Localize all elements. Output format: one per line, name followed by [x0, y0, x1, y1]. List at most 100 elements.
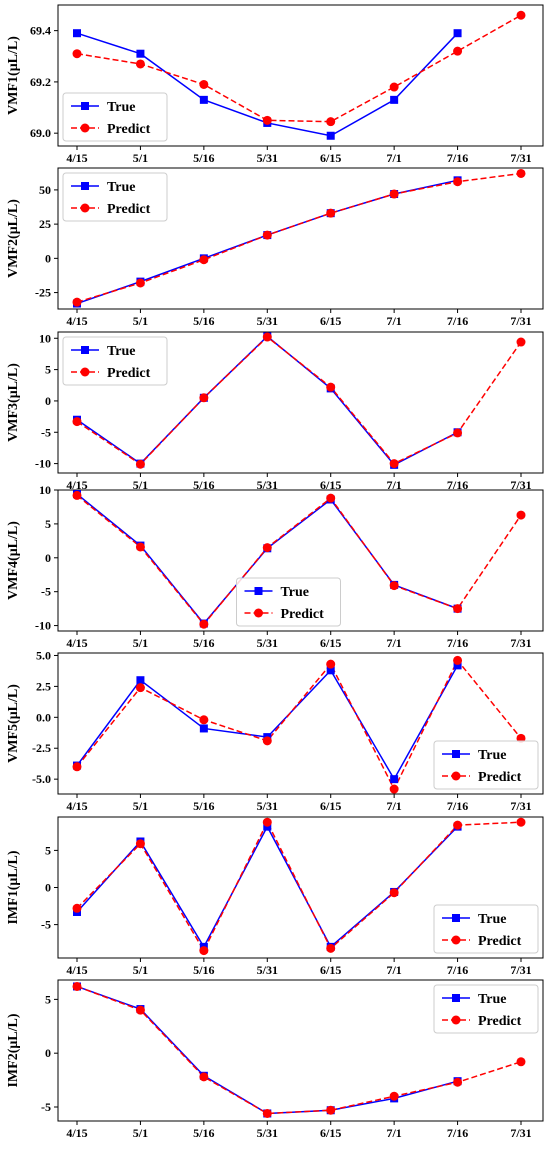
legend-label: Predict — [478, 934, 522, 949]
marker-circle — [135, 459, 145, 469]
y-tick-label: 2.5 — [36, 679, 51, 693]
panel: -10 -5 0 5 10 4/15 5/1 5/16 5/31 6/15 7/1 7/16 7/31 V… — [6, 483, 544, 650]
series-line — [76, 14, 522, 123]
legend-marker — [81, 182, 89, 190]
x-tick-label: 7/31 — [510, 1126, 531, 1140]
x-tick-label: 7/1 — [386, 636, 401, 650]
x-tick-label: 5/16 — [193, 478, 214, 492]
x-tick-label: 7/1 — [386, 963, 401, 977]
marker-circle — [262, 817, 272, 827]
legend-marker — [451, 935, 461, 945]
legend: True Predict — [433, 984, 539, 1034]
y-tick-label: -2.5 — [32, 741, 51, 755]
x-tick-label: 7/16 — [447, 636, 468, 650]
marker-circle — [262, 736, 272, 746]
marker-circle — [516, 10, 526, 20]
legend-marker — [452, 994, 460, 1002]
x-tick-label: 7/16 — [447, 314, 468, 328]
x-tick-label: 7/16 — [447, 799, 468, 813]
marker-square — [199, 95, 208, 104]
x-tick-label: 5/16 — [193, 636, 214, 650]
x-tick-label: 4/15 — [66, 314, 87, 328]
legend-label: True — [478, 992, 507, 1007]
series-line — [76, 985, 458, 1115]
x-tick-label: 6/15 — [320, 151, 341, 165]
y-axis-label: VMF4(μL/L) — [6, 521, 21, 600]
marker-circle — [135, 542, 145, 552]
panel: -5 0 5 4/15 5/1 5/16 5/31 6/15 7/1 7/16 7/31 IMF1(μ… — [6, 816, 544, 977]
legend-label: Predict — [107, 202, 151, 217]
marker-circle — [516, 817, 526, 827]
legend-marker — [254, 587, 263, 595]
x-tick-label: 6/15 — [320, 478, 341, 492]
legend-label: Predict — [478, 770, 522, 785]
x-tick-label: 5/1 — [133, 151, 148, 165]
x-tick-label: 4/15 — [66, 1126, 87, 1140]
legend-marker — [81, 102, 89, 110]
y-tick-label: -5 — [41, 585, 51, 599]
x-tick-label: 4/15 — [66, 963, 87, 977]
marker-circle — [326, 117, 336, 127]
marker-circle — [453, 820, 463, 830]
marker-circle — [262, 115, 272, 125]
marker-circle — [389, 189, 399, 199]
x-tick-label: 5/31 — [257, 1126, 278, 1140]
x-tick-label: 5/31 — [257, 478, 278, 492]
x-tick-label: 5/1 — [133, 799, 148, 813]
marker-circle — [326, 943, 336, 953]
x-tick-label: 6/15 — [320, 314, 341, 328]
x-tick-label: 4/15 — [66, 799, 87, 813]
marker-circle — [326, 1105, 336, 1115]
x-tick-label: 7/31 — [510, 151, 531, 165]
marker-square — [453, 661, 462, 670]
legend-label: Predict — [107, 122, 151, 137]
plot-area — [57, 4, 544, 147]
marker-circle — [72, 49, 82, 59]
legend-label: Predict — [107, 366, 151, 381]
marker-circle — [453, 655, 463, 665]
x-tick-label: 7/16 — [447, 478, 468, 492]
marker-square — [390, 95, 399, 104]
marker-circle — [516, 168, 526, 178]
x-tick-label: 6/15 — [320, 1126, 341, 1140]
marker-circle — [135, 839, 145, 849]
y-tick-label: -5 — [41, 1100, 51, 1114]
y-tick-label: 25 — [39, 217, 51, 231]
marker-circle — [326, 659, 336, 669]
marker-circle — [389, 1091, 399, 1101]
marker-circle — [262, 332, 272, 342]
panel: -5.0 -2.5 0.0 2.5 5.0 4/15 5/1 5/16 5/31 6/15 7/1 7… — [6, 648, 544, 813]
legend-marker — [451, 1015, 461, 1025]
marker-circle — [389, 82, 399, 92]
y-axis-label: VMF3(μL/L) — [6, 363, 21, 442]
y-axis-label: VMF5(μL/L) — [6, 684, 21, 763]
legend-label: True — [107, 180, 136, 195]
x-tick-label: 5/16 — [193, 963, 214, 977]
marker-circle — [262, 1108, 272, 1118]
y-tick-label: 0.0 — [36, 710, 51, 724]
y-tick-label: 0 — [45, 551, 51, 565]
y-tick-label: 0 — [45, 881, 51, 895]
marker-circle — [72, 417, 82, 427]
panel: -10 -5 0 5 10 4/15 5/1 5/16 5/31 6/15 7/1 7/16 7/31 V… — [6, 331, 544, 492]
x-tick-label: 5/1 — [133, 636, 148, 650]
y-tick-label: 5 — [45, 517, 51, 531]
panel: -5 0 5 4/15 5/1 5/16 5/31 6/15 7/1 7/16 7/31 IMF2(μ… — [6, 979, 544, 1140]
x-tick-label: 5/16 — [193, 314, 214, 328]
legend-label: True — [107, 100, 136, 115]
marker-circle — [199, 393, 209, 403]
plot-area — [57, 979, 544, 1122]
marker-circle — [262, 230, 272, 240]
legend-marker — [80, 123, 90, 133]
marker-circle — [389, 784, 399, 794]
y-tick-label: 69.4 — [30, 24, 51, 38]
y-tick-label: 69.2 — [30, 75, 51, 89]
x-tick-label: 5/31 — [257, 799, 278, 813]
x-tick-label: 4/15 — [66, 478, 87, 492]
y-axis-label: IMF2(μL/L) — [6, 1013, 21, 1087]
legend-marker — [81, 346, 89, 354]
marker-circle — [72, 762, 82, 772]
x-tick-label: 5/31 — [257, 963, 278, 977]
marker-circle — [262, 543, 272, 553]
series-line — [76, 820, 522, 953]
